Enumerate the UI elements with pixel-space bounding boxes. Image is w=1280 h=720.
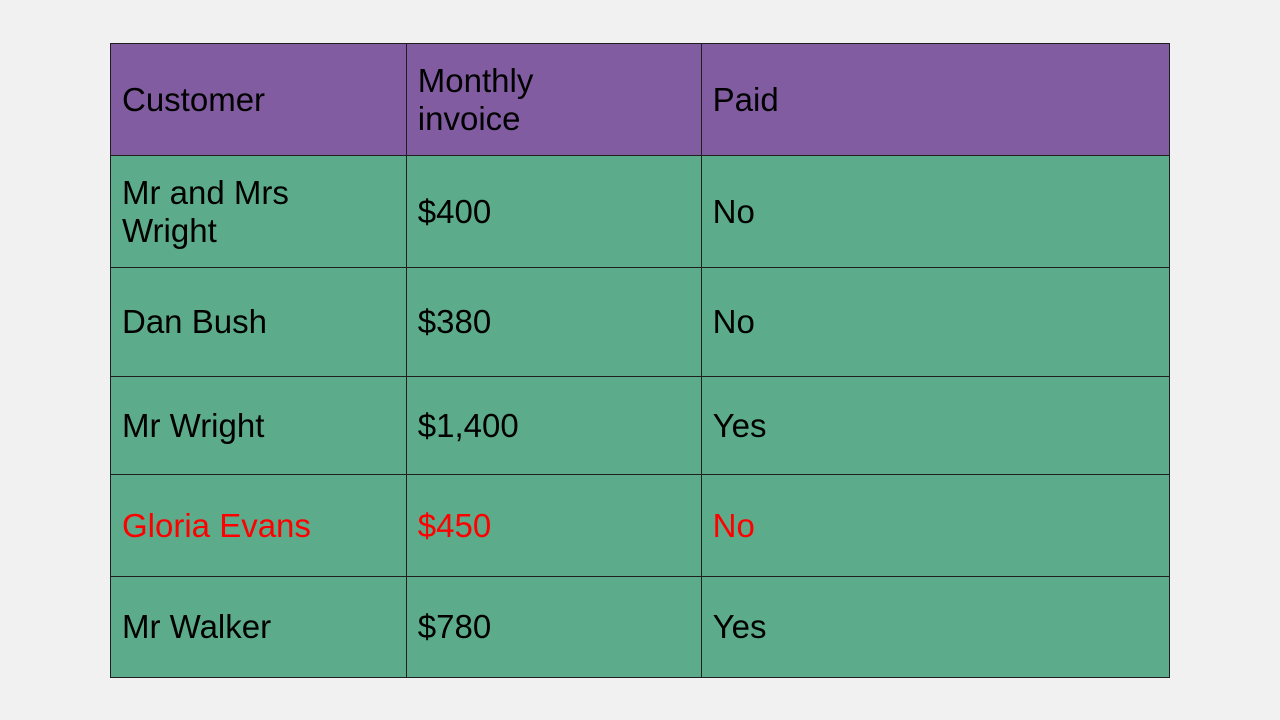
table-row: Dan Bush $380 No (110, 267, 1171, 377)
cell-invoice: $1,400 (405, 376, 702, 475)
cell-customer: Gloria Evans (110, 474, 407, 577)
invoice-table: Customer Monthly invoice Paid Mr and Mrs… (110, 43, 1171, 678)
table-row: Mr and Mrs Wright $400 No (110, 155, 1171, 268)
cell-customer: Mr Walker (110, 576, 407, 678)
table-row: Mr Wright $1,400 Yes (110, 376, 1171, 475)
header-paid: Paid (700, 43, 1171, 156)
table-row-highlighted: Gloria Evans $450 No (110, 474, 1171, 577)
cell-invoice: $400 (405, 155, 702, 268)
table-row: Mr Walker $780 Yes (110, 576, 1171, 678)
header-customer: Customer (110, 43, 407, 156)
cell-paid: No (700, 267, 1171, 377)
cell-customer: Dan Bush (110, 267, 407, 377)
header-monthly-invoice: Monthly invoice (405, 43, 702, 156)
cell-paid: Yes (700, 576, 1171, 678)
cell-paid: No (700, 155, 1171, 268)
cell-invoice: $450 (405, 474, 702, 577)
cell-paid: Yes (700, 376, 1171, 475)
header-row: Customer Monthly invoice Paid (110, 43, 1171, 156)
cell-invoice: $380 (405, 267, 702, 377)
cell-customer: Mr and Mrs Wright (110, 155, 407, 268)
cell-paid: No (700, 474, 1171, 577)
cell-customer: Mr Wright (110, 376, 407, 475)
cell-invoice: $780 (405, 576, 702, 678)
